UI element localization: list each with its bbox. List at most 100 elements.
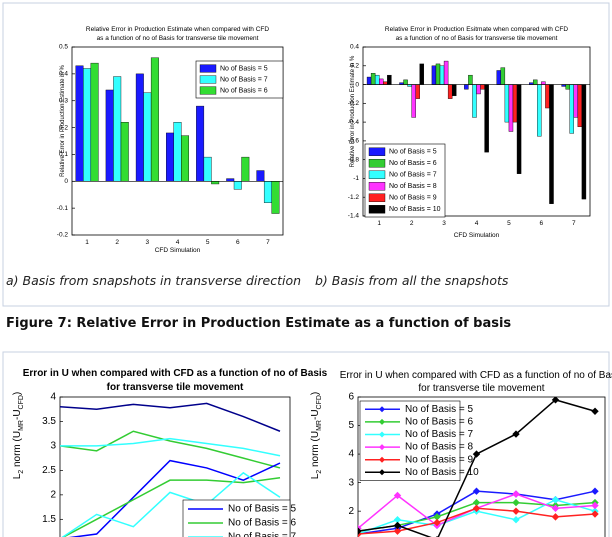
bar bbox=[387, 74, 392, 85]
bar bbox=[484, 84, 489, 153]
bar bbox=[90, 62, 99, 182]
y-axis-label-part: norm (U bbox=[310, 431, 321, 470]
x-axis-label: CFD Simulation bbox=[155, 247, 201, 254]
marker bbox=[512, 430, 520, 438]
legend-marker bbox=[379, 431, 385, 438]
legend-swatch bbox=[368, 159, 386, 168]
bar bbox=[203, 156, 212, 182]
legend-label: No of Basis = 8 bbox=[405, 442, 474, 453]
bar bbox=[75, 65, 84, 182]
x-tick-label: 2 bbox=[410, 220, 414, 227]
y-axis-label-part: ) bbox=[12, 392, 23, 395]
legend-marker bbox=[379, 469, 385, 476]
x-tick-label: 6 bbox=[236, 239, 240, 246]
bar bbox=[512, 84, 518, 123]
legend-label: No of Basis = 7 bbox=[228, 532, 297, 537]
series-line bbox=[61, 476, 281, 537]
bar bbox=[241, 156, 250, 182]
y-tick-label: 0.5 bbox=[59, 44, 68, 51]
marker bbox=[512, 490, 520, 498]
y-tick-label: 0.3 bbox=[59, 97, 68, 104]
y-tick-label: -1.2 bbox=[348, 194, 360, 201]
y-axis-label: L2 norm (UMR-UCFD) bbox=[12, 392, 25, 480]
bar bbox=[196, 105, 205, 182]
legend-swatch bbox=[199, 64, 217, 73]
bar bbox=[366, 76, 372, 85]
marker bbox=[591, 510, 599, 518]
legend-swatch bbox=[368, 147, 386, 156]
chart-title: Error in U when compared with CFD as a f… bbox=[23, 368, 328, 379]
chart-title: Relative Error in Production Estimate wh… bbox=[86, 26, 269, 33]
bar bbox=[451, 84, 457, 97]
y-tick-label: 2 bbox=[50, 489, 56, 500]
x-tick-label: 1 bbox=[85, 239, 89, 246]
bar bbox=[379, 78, 384, 85]
bar bbox=[545, 84, 550, 109]
marker bbox=[591, 407, 599, 415]
legend-label: No of Basis = 6 bbox=[220, 87, 268, 94]
bar bbox=[263, 181, 272, 203]
chart-title: as a function of no of Basis for transve… bbox=[396, 35, 558, 42]
marker bbox=[591, 487, 599, 495]
y-axis-label-part: CFD bbox=[18, 395, 25, 409]
chart-title: Relative Error in Production Esitmate wh… bbox=[385, 26, 568, 33]
legend-swatch bbox=[199, 86, 217, 95]
legend-swatch bbox=[368, 205, 386, 214]
marker bbox=[393, 491, 402, 500]
x-tick-label: 3 bbox=[146, 239, 150, 246]
bar bbox=[370, 73, 376, 85]
bar bbox=[541, 81, 546, 85]
y-tick-label: 0 bbox=[355, 81, 359, 88]
y-tick-label: -1 bbox=[353, 175, 359, 182]
y-tick-label: 0.2 bbox=[350, 62, 359, 69]
bar bbox=[403, 79, 408, 85]
x-tick-label: 4 bbox=[176, 239, 180, 246]
chart-title: for transverse tile movement bbox=[107, 382, 244, 393]
y-axis-label-part: 2 bbox=[18, 470, 25, 474]
bar bbox=[443, 60, 449, 85]
legend-label: No of Basis = 7 bbox=[405, 429, 474, 440]
marker bbox=[512, 507, 520, 515]
marker bbox=[433, 518, 441, 527]
bar bbox=[271, 181, 280, 214]
y-tick-label: -0.2 bbox=[348, 100, 360, 107]
legend-label: No of Basis = 5 bbox=[220, 65, 268, 72]
legend-box bbox=[182, 499, 291, 537]
y-tick-label: 4 bbox=[348, 449, 354, 460]
marker bbox=[393, 527, 402, 535]
y-axis-label-part: MR bbox=[316, 420, 323, 431]
bar bbox=[516, 84, 522, 174]
legend-marker bbox=[379, 406, 385, 413]
y-tick-label: 2.5 bbox=[42, 465, 56, 476]
bar bbox=[83, 68, 92, 182]
series-line bbox=[60, 437, 281, 457]
bar bbox=[233, 181, 242, 190]
bar bbox=[565, 84, 570, 90]
y-axis-label-part: L bbox=[310, 473, 321, 479]
legend-swatch bbox=[199, 75, 217, 84]
legend-label: No of Basis = 7 bbox=[389, 172, 437, 179]
bar bbox=[211, 181, 220, 185]
chart-title: for transverse tile movement bbox=[418, 383, 544, 394]
legend-box bbox=[364, 143, 446, 218]
bar bbox=[577, 84, 583, 128]
marker bbox=[551, 496, 560, 504]
legend-label: No of Basis = 10 bbox=[389, 206, 441, 213]
bar bbox=[150, 57, 159, 182]
bar bbox=[374, 74, 380, 85]
legend-label: No of Basis = 9 bbox=[405, 454, 474, 465]
figure-box bbox=[2, 351, 610, 537]
legend-label: No of Basis = 6 bbox=[228, 518, 297, 529]
marker bbox=[358, 527, 362, 535]
y-tick-label: 0.1 bbox=[59, 151, 68, 158]
bar bbox=[508, 84, 514, 132]
bar bbox=[549, 84, 554, 204]
bar bbox=[480, 84, 485, 90]
y-axis-label: Relative Error in Production Estimate in… bbox=[350, 55, 356, 167]
legend-swatch bbox=[368, 182, 386, 191]
bar bbox=[105, 89, 114, 182]
marker bbox=[512, 516, 520, 524]
y-tick-label: -0.4 bbox=[348, 119, 360, 126]
x-tick-label: 4 bbox=[475, 220, 479, 227]
